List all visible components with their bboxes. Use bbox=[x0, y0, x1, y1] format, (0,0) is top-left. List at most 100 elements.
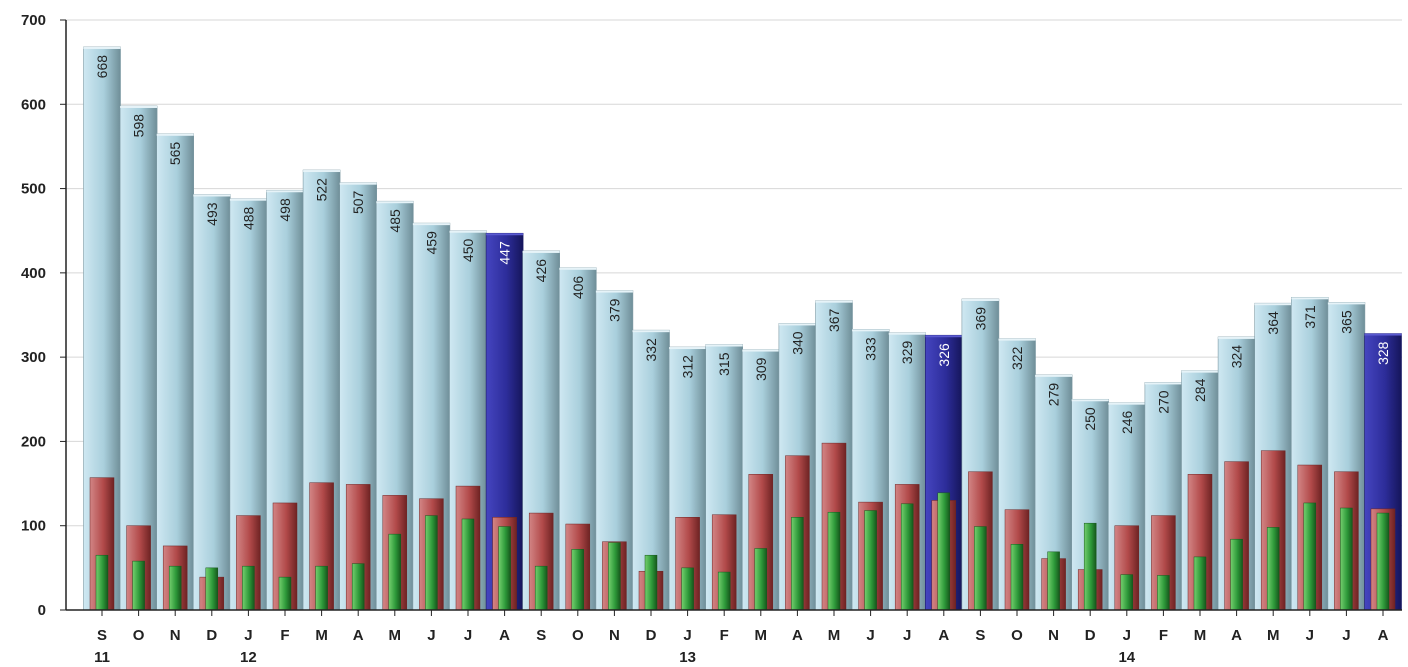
bar-main-top bbox=[1291, 297, 1329, 300]
bar-main-top bbox=[998, 338, 1036, 341]
y-tick-label: 400 bbox=[21, 265, 46, 282]
y-tick-label: 700 bbox=[21, 12, 46, 29]
x-tick-label: A bbox=[1378, 627, 1389, 644]
x-tick-label: N bbox=[1048, 627, 1059, 644]
bar-value-label: 364 bbox=[1265, 311, 1281, 335]
bar-value-label: 485 bbox=[387, 209, 403, 233]
x-tick-label: O bbox=[133, 627, 145, 644]
bar-green bbox=[168, 565, 182, 611]
x-tick-label: A bbox=[938, 627, 949, 644]
bar-value-label: 332 bbox=[643, 338, 659, 362]
x-tick-label: N bbox=[609, 627, 620, 644]
x-year-label: 14 bbox=[1118, 649, 1135, 666]
bar-main-top bbox=[266, 190, 304, 193]
x-tick-label: J bbox=[464, 627, 472, 644]
bar-green bbox=[571, 549, 585, 611]
bar-green bbox=[1193, 556, 1207, 611]
y-tick-label: 100 bbox=[21, 518, 46, 535]
bar-green bbox=[351, 563, 365, 611]
bar-green bbox=[461, 518, 475, 611]
bar-value-label: 340 bbox=[789, 331, 805, 355]
bar-green bbox=[1157, 575, 1170, 611]
bar-main-top bbox=[1254, 303, 1292, 306]
bar-main-top bbox=[193, 194, 231, 197]
x-tick-label: J bbox=[903, 627, 911, 644]
bar-green bbox=[534, 565, 548, 611]
x-tick-label: M bbox=[389, 627, 402, 644]
x-year-label: 13 bbox=[679, 649, 696, 666]
bar-green bbox=[1230, 538, 1243, 611]
bar-main-top bbox=[83, 46, 121, 49]
bar-value-label: 270 bbox=[1155, 390, 1171, 414]
y-tick-label: 600 bbox=[21, 96, 46, 113]
x-tick-label: S bbox=[536, 627, 546, 644]
bar-green bbox=[717, 571, 731, 611]
bar-green bbox=[1303, 502, 1317, 611]
bar-value-label: 668 bbox=[94, 55, 110, 79]
bar-main-top bbox=[888, 332, 926, 335]
bar-green bbox=[937, 492, 951, 611]
bar-main-top bbox=[412, 223, 450, 226]
x-tick-label: J bbox=[866, 627, 874, 644]
y-tick-label: 0 bbox=[38, 602, 46, 619]
bar-main-top bbox=[815, 300, 853, 303]
x-tick-label: M bbox=[828, 627, 841, 644]
bars bbox=[83, 46, 1402, 611]
bar-main-top bbox=[1218, 336, 1256, 339]
bar-green bbox=[608, 542, 621, 611]
bar-value-label: 369 bbox=[972, 307, 988, 331]
bar-main-top bbox=[961, 298, 999, 301]
bar-value-label: 406 bbox=[570, 276, 586, 300]
x-tick-label: D bbox=[646, 627, 657, 644]
bar-main-top bbox=[1364, 333, 1402, 336]
bar-main-top bbox=[339, 182, 377, 185]
bar-value-label: 333 bbox=[863, 337, 879, 361]
x-tick-label: A bbox=[353, 627, 364, 644]
bar-green bbox=[388, 533, 402, 611]
bar-green bbox=[95, 554, 109, 611]
bar-main bbox=[156, 133, 194, 611]
bar-green bbox=[644, 554, 658, 611]
x-tick-label: O bbox=[572, 627, 584, 644]
x-tick-label: M bbox=[755, 627, 768, 644]
bar-green bbox=[132, 560, 145, 611]
bar-value-label: 367 bbox=[826, 308, 842, 332]
bar-main-top bbox=[559, 267, 597, 270]
bar-value-label: 379 bbox=[606, 298, 622, 322]
x-tick-label: M bbox=[1194, 627, 1207, 644]
bar-green bbox=[864, 510, 877, 611]
bar-value-label: 279 bbox=[1046, 383, 1062, 407]
bar-value-label: 488 bbox=[240, 206, 256, 230]
bar-main-top bbox=[705, 344, 743, 347]
bar-green bbox=[974, 526, 987, 611]
x-tick-label: M bbox=[315, 627, 328, 644]
bar-green bbox=[242, 565, 255, 611]
x-year-label: 11 bbox=[94, 649, 110, 666]
bar-green bbox=[1376, 512, 1390, 611]
bar-main-top bbox=[925, 335, 963, 338]
x-year-label: 12 bbox=[240, 649, 257, 666]
bar-value-label: 493 bbox=[204, 202, 220, 226]
bar-green bbox=[1083, 522, 1097, 611]
x-tick-label: J bbox=[244, 627, 252, 644]
x-tick-label: A bbox=[1231, 627, 1242, 644]
bar-value-label: 322 bbox=[1009, 346, 1025, 370]
x-tick-label: A bbox=[792, 627, 803, 644]
bar-green bbox=[278, 576, 292, 611]
bar-main-top bbox=[595, 290, 633, 293]
y-tick-label: 200 bbox=[21, 433, 46, 450]
bar-green bbox=[1010, 544, 1024, 611]
x-tick-label: J bbox=[1306, 627, 1314, 644]
x-tick-label: J bbox=[1342, 627, 1350, 644]
bar-green bbox=[827, 511, 841, 611]
bar-main-top bbox=[778, 323, 816, 326]
bar-main-top bbox=[1071, 399, 1109, 402]
bar-green bbox=[1266, 527, 1280, 611]
bar-main-top bbox=[1108, 402, 1146, 405]
x-tick-label: S bbox=[975, 627, 985, 644]
bar-main-top bbox=[669, 347, 707, 350]
bar-value-label: 315 bbox=[716, 352, 732, 376]
bar-main-top bbox=[1181, 370, 1219, 373]
bar-value-label: 459 bbox=[423, 231, 439, 255]
bar-main-top bbox=[120, 105, 158, 108]
